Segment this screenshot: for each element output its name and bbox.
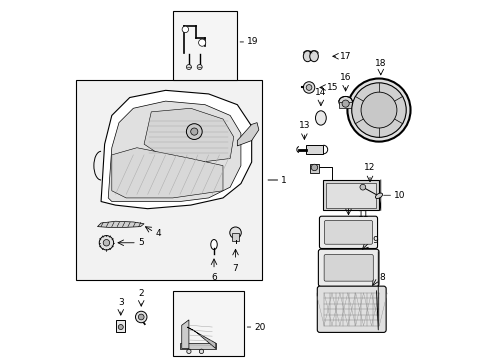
Circle shape bbox=[346, 78, 410, 141]
Text: 13: 13 bbox=[298, 121, 309, 130]
Text: 3: 3 bbox=[118, 298, 123, 307]
Circle shape bbox=[199, 349, 203, 354]
Bar bbox=[338, 102, 352, 108]
Circle shape bbox=[360, 92, 396, 128]
Polygon shape bbox=[180, 343, 215, 348]
Circle shape bbox=[135, 311, 147, 323]
Text: 5: 5 bbox=[138, 238, 144, 247]
Circle shape bbox=[190, 128, 198, 135]
Bar bbox=[305, 145, 323, 154]
Text: 19: 19 bbox=[246, 37, 258, 46]
Bar bbox=[76, 80, 262, 280]
Circle shape bbox=[198, 39, 205, 46]
Circle shape bbox=[359, 184, 365, 190]
Text: 14: 14 bbox=[315, 88, 326, 97]
FancyBboxPatch shape bbox=[319, 216, 377, 248]
Bar bbox=[325, 183, 375, 208]
Polygon shape bbox=[97, 221, 144, 227]
Circle shape bbox=[186, 349, 191, 354]
Polygon shape bbox=[108, 101, 241, 202]
Circle shape bbox=[305, 85, 311, 90]
Circle shape bbox=[182, 26, 188, 33]
Polygon shape bbox=[237, 123, 258, 146]
Circle shape bbox=[103, 239, 109, 246]
Text: 4: 4 bbox=[155, 229, 161, 238]
Bar bbox=[116, 320, 125, 332]
Bar bbox=[232, 233, 238, 241]
Text: 7: 7 bbox=[232, 264, 238, 273]
Circle shape bbox=[197, 64, 202, 69]
FancyBboxPatch shape bbox=[324, 255, 372, 281]
Circle shape bbox=[118, 324, 123, 329]
Circle shape bbox=[138, 314, 144, 320]
Text: 2: 2 bbox=[138, 289, 144, 298]
Text: 6: 6 bbox=[211, 273, 217, 282]
Circle shape bbox=[99, 235, 113, 250]
Text: 11: 11 bbox=[357, 210, 368, 219]
Ellipse shape bbox=[303, 51, 311, 62]
Ellipse shape bbox=[309, 51, 318, 62]
Polygon shape bbox=[187, 327, 215, 348]
Text: 9: 9 bbox=[372, 237, 378, 246]
Text: 8: 8 bbox=[378, 273, 384, 282]
FancyBboxPatch shape bbox=[317, 286, 386, 332]
Bar bbox=[309, 164, 318, 173]
Circle shape bbox=[341, 100, 348, 107]
Ellipse shape bbox=[338, 96, 352, 107]
Text: 20: 20 bbox=[254, 323, 265, 332]
Polygon shape bbox=[101, 90, 251, 209]
Ellipse shape bbox=[210, 239, 217, 249]
Text: 16: 16 bbox=[339, 73, 351, 82]
Polygon shape bbox=[144, 108, 233, 162]
Ellipse shape bbox=[315, 111, 325, 125]
Text: 1: 1 bbox=[281, 176, 286, 185]
Text: 17: 17 bbox=[339, 52, 351, 61]
Text: 18: 18 bbox=[374, 59, 386, 68]
Circle shape bbox=[186, 64, 191, 69]
Text: 10: 10 bbox=[394, 191, 405, 200]
Circle shape bbox=[310, 164, 317, 171]
Circle shape bbox=[303, 82, 314, 93]
Text: 15: 15 bbox=[326, 83, 338, 92]
FancyBboxPatch shape bbox=[324, 221, 372, 244]
FancyBboxPatch shape bbox=[318, 249, 378, 287]
Circle shape bbox=[229, 227, 241, 238]
Polygon shape bbox=[112, 148, 223, 198]
Circle shape bbox=[186, 124, 202, 139]
Bar bbox=[172, 12, 237, 80]
Ellipse shape bbox=[375, 193, 382, 198]
Text: 12: 12 bbox=[364, 163, 375, 172]
Bar bbox=[323, 180, 378, 211]
Circle shape bbox=[351, 83, 406, 137]
Polygon shape bbox=[182, 320, 188, 348]
Bar bbox=[172, 291, 244, 356]
